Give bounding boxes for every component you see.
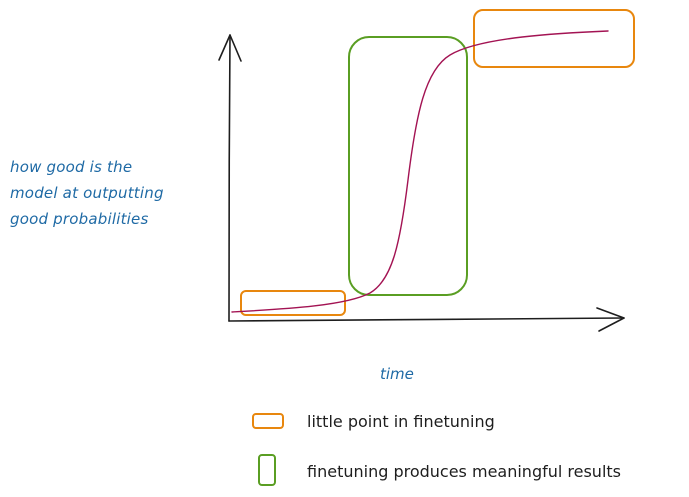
- y-axis-arrowhead: [218, 34, 242, 62]
- orange-region-high: [473, 9, 635, 68]
- y-axis: [228, 34, 231, 322]
- x-axis-arrowhead: [596, 307, 625, 332]
- legend-swatch-orange: [252, 413, 284, 429]
- y-axis-label-line-2: model at outputting: [10, 184, 164, 202]
- x-axis-label: time: [380, 365, 414, 383]
- legend-label-orange: little point in finetuning: [307, 412, 495, 431]
- y-axis-label-line-3: good probabilities: [10, 210, 149, 228]
- x-axis: [228, 317, 625, 322]
- sigmoid-curve: [231, 30, 609, 313]
- legend-label-green: finetuning produces meaningful results: [307, 462, 621, 481]
- legend-swatch-green: [258, 454, 276, 486]
- orange-region-low: [240, 290, 346, 316]
- green-region-rise: [348, 36, 468, 296]
- y-axis-label-line-1: how good is the: [10, 158, 133, 176]
